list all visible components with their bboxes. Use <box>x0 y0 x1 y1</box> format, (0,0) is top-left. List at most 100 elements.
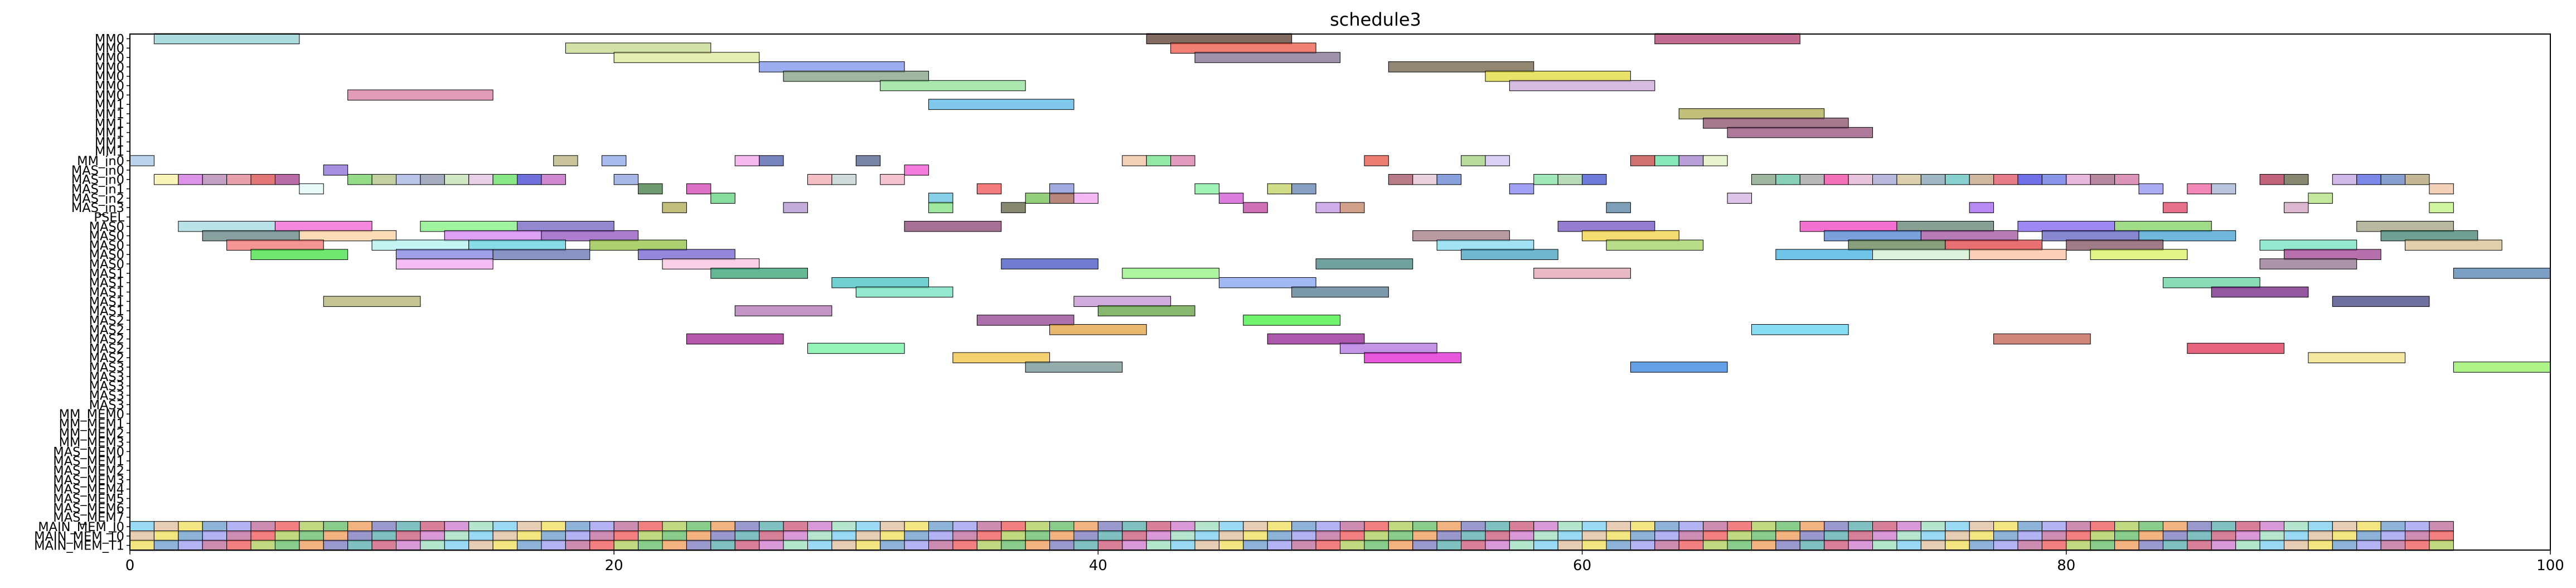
memory-block <box>371 539 397 551</box>
memory-block <box>541 521 566 532</box>
memory-block <box>2259 531 2284 542</box>
task-bar <box>396 173 421 185</box>
memory-block <box>1678 521 1704 532</box>
memory-block <box>1340 521 1365 532</box>
task-bar <box>2066 239 2163 251</box>
task-bar <box>1678 108 1825 119</box>
task-bar <box>1340 343 1437 354</box>
memory-block <box>1703 539 1728 551</box>
y-tick-label: MAS_MEM3 <box>53 473 124 488</box>
memory-block <box>420 531 445 542</box>
task-bar <box>1775 173 1800 185</box>
memory-block <box>2308 521 2333 532</box>
memory-block <box>2356 539 2381 551</box>
memory-block <box>1582 521 1607 532</box>
task-bar <box>2283 249 2381 260</box>
y-tick-label: MM0 <box>95 32 124 46</box>
memory-block <box>976 521 1002 532</box>
memory-block <box>299 531 324 542</box>
memory-block <box>2405 521 2430 532</box>
memory-block <box>250 539 275 551</box>
y-tick-label: MM_MEM1 <box>59 417 124 431</box>
memory-block <box>710 521 735 532</box>
memory-block <box>2041 521 2067 532</box>
memory-block <box>517 521 542 532</box>
memory-block <box>1703 521 1728 532</box>
memory-block <box>565 539 590 551</box>
task-bar <box>1872 249 1970 260</box>
memory-block <box>492 539 518 551</box>
memory-block <box>904 539 929 551</box>
memory-block <box>2332 531 2357 542</box>
task-bar <box>541 173 566 185</box>
task-bar <box>1582 173 1607 185</box>
task-bar <box>1799 221 1897 232</box>
task-bar <box>468 173 493 185</box>
memory-block <box>638 521 663 532</box>
task-bar <box>1436 239 1534 251</box>
memory-block <box>2187 531 2212 542</box>
memory-block <box>299 539 324 551</box>
task-bar <box>1461 155 1486 166</box>
memory-block <box>783 531 808 542</box>
memory-block <box>396 521 421 532</box>
task-bar <box>1412 230 1510 242</box>
y-tick-label: MAIN_MEM_T0 <box>34 529 124 544</box>
memory-block <box>1848 521 1873 532</box>
y-tick-label: MM_MEM3 <box>59 436 124 450</box>
task-bar <box>1848 173 1873 185</box>
memory-block <box>1001 531 1026 542</box>
task-bar <box>2211 286 2309 298</box>
memory-block <box>274 539 300 551</box>
memory-block <box>517 531 542 542</box>
memory-block <box>589 521 614 532</box>
memory-block <box>153 531 179 542</box>
memory-block <box>1097 521 1123 532</box>
task-bar <box>2356 173 2381 185</box>
memory-block <box>202 539 227 551</box>
y-tick-label: MM0 <box>95 41 124 56</box>
task-bar <box>1025 362 1123 373</box>
task-bar <box>1557 221 1655 232</box>
task-bar <box>1727 192 1752 204</box>
task-bar <box>517 221 614 232</box>
task-bar <box>1194 52 1341 63</box>
memory-block <box>2211 539 2236 551</box>
memory-block <box>1606 531 1631 542</box>
task-bar <box>1606 202 1631 213</box>
task-bar <box>1896 221 1994 232</box>
task-bar <box>904 165 929 176</box>
task-bar <box>662 202 687 213</box>
memory-block <box>1799 521 1825 532</box>
memory-block <box>250 531 275 542</box>
task-bar <box>250 173 275 185</box>
memory-block <box>2356 521 2381 532</box>
memory-block <box>2308 539 2333 551</box>
memory-block <box>1388 531 1413 542</box>
memory-block <box>1993 531 2018 542</box>
memory-block <box>1751 539 1776 551</box>
memory-block <box>2429 531 2454 542</box>
memory-block <box>1751 531 1776 542</box>
task-bar <box>396 249 493 260</box>
task-bar <box>420 221 518 232</box>
task-bar <box>1146 155 1171 166</box>
memory-block <box>250 521 275 532</box>
memory-block <box>1025 539 1050 551</box>
task-bar <box>1630 155 1655 166</box>
task-bar <box>2332 173 2357 185</box>
task-bar <box>686 183 711 195</box>
memory-block <box>1122 539 1147 551</box>
memory-block <box>1896 521 1921 532</box>
y-tick-label: MAS3 <box>89 398 124 412</box>
memory-block <box>565 531 590 542</box>
memory-block <box>662 539 687 551</box>
memory-block <box>1170 531 1195 542</box>
memory-block <box>2090 531 2115 542</box>
x-tick-label: 80 <box>2057 557 2075 574</box>
memory-block <box>2114 539 2139 551</box>
task-bar <box>734 305 832 316</box>
task-bar <box>492 249 590 260</box>
task-bar <box>2041 173 2067 185</box>
